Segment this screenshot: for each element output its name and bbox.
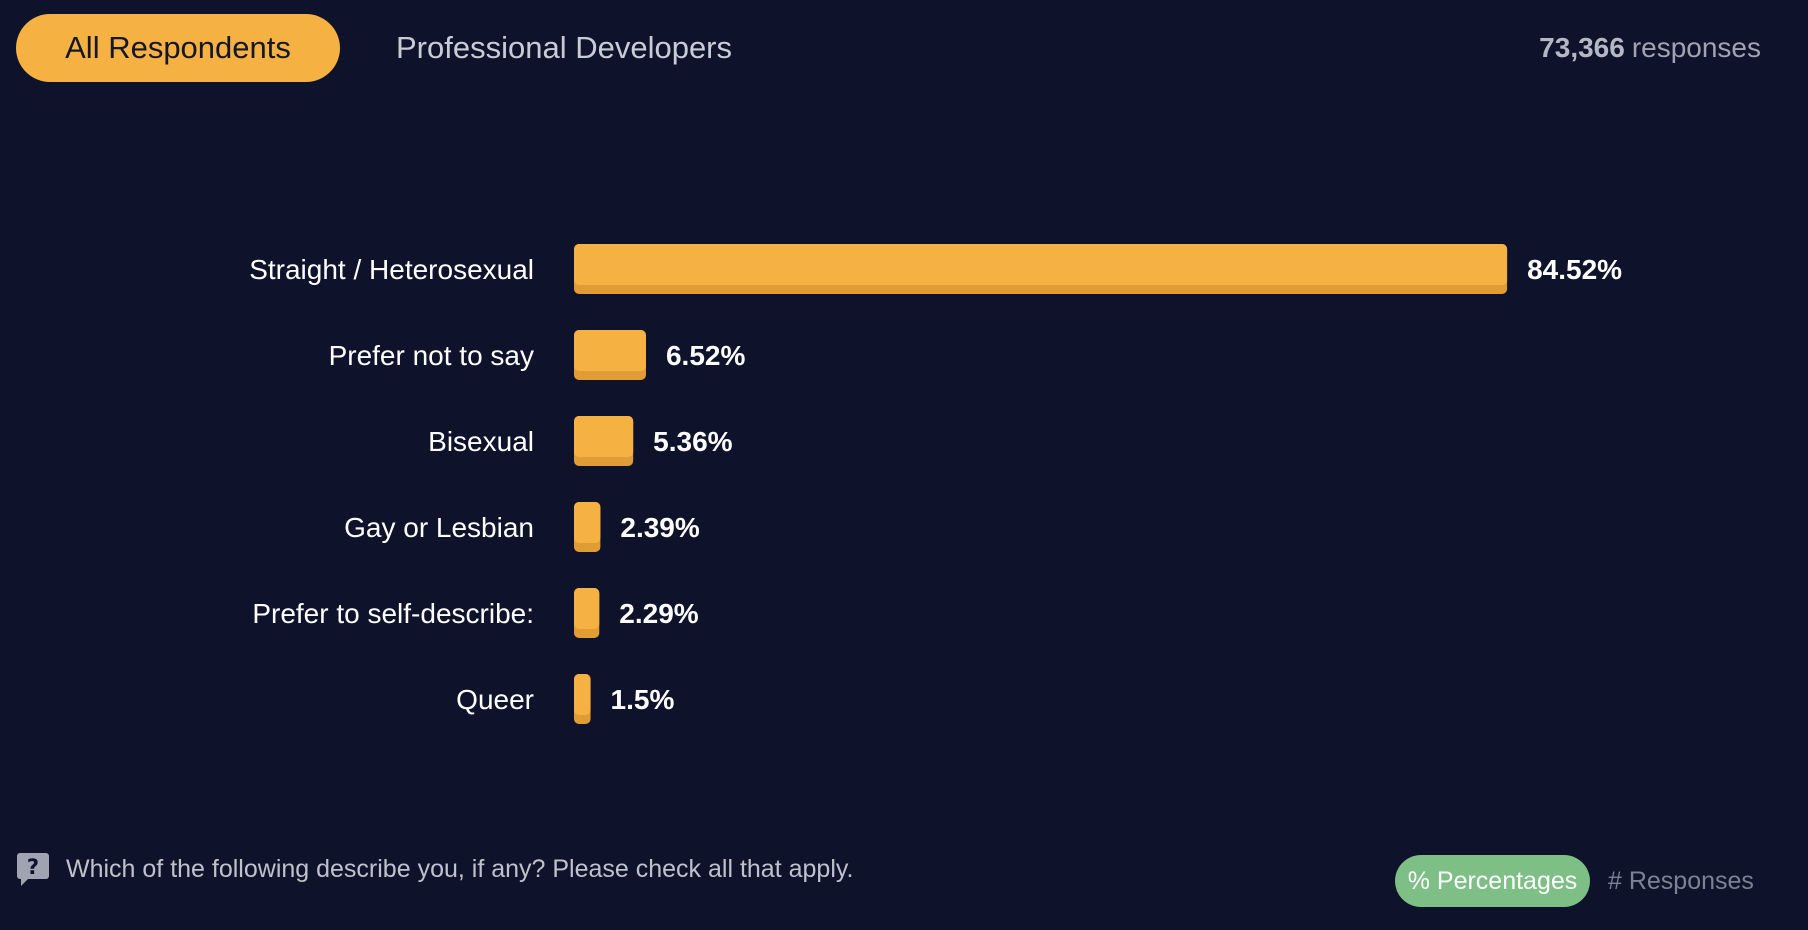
category-label: Queer bbox=[456, 684, 534, 715]
question-row: ? Which of the following describe you, i… bbox=[16, 852, 853, 886]
category-label: Prefer not to say bbox=[329, 340, 534, 371]
bar[interactable] bbox=[574, 330, 646, 371]
bar[interactable] bbox=[574, 416, 634, 457]
svg-text:?: ? bbox=[27, 855, 39, 879]
category-label: Bisexual bbox=[428, 426, 534, 457]
tab-all-respondents[interactable]: All Respondents bbox=[16, 14, 340, 82]
responses-number: 73,366 bbox=[1539, 32, 1625, 63]
tab-professional-developers[interactable]: Professional Developers bbox=[396, 30, 733, 65]
category-label: Straight / Heterosexual bbox=[249, 254, 534, 285]
value-label: 84.52% bbox=[1527, 254, 1622, 285]
responses-toggle[interactable]: # Responses bbox=[1608, 866, 1754, 895]
question-icon: ? bbox=[16, 852, 50, 886]
category-label: Prefer to self-describe: bbox=[252, 598, 534, 629]
question-text: Which of the following describe you, if … bbox=[66, 854, 854, 883]
responses-label: responses bbox=[1631, 32, 1761, 63]
value-label: 1.5% bbox=[611, 684, 675, 715]
bar[interactable] bbox=[574, 244, 1508, 285]
value-label: 2.39% bbox=[620, 512, 699, 543]
value-label: 2.29% bbox=[619, 598, 698, 629]
category-label: Gay or Lesbian bbox=[344, 512, 534, 543]
percentages-toggle[interactable]: % Percentages bbox=[1395, 855, 1590, 907]
bar[interactable] bbox=[574, 674, 591, 715]
responses-count: 73,366 responses bbox=[1539, 14, 1761, 82]
value-label: 5.36% bbox=[653, 426, 732, 457]
value-label: 6.52% bbox=[666, 340, 745, 371]
bar-chart: Straight / Heterosexual 84.52% Prefer not … bbox=[249, 244, 1622, 724]
bar[interactable] bbox=[574, 588, 600, 629]
bar[interactable] bbox=[574, 502, 601, 543]
